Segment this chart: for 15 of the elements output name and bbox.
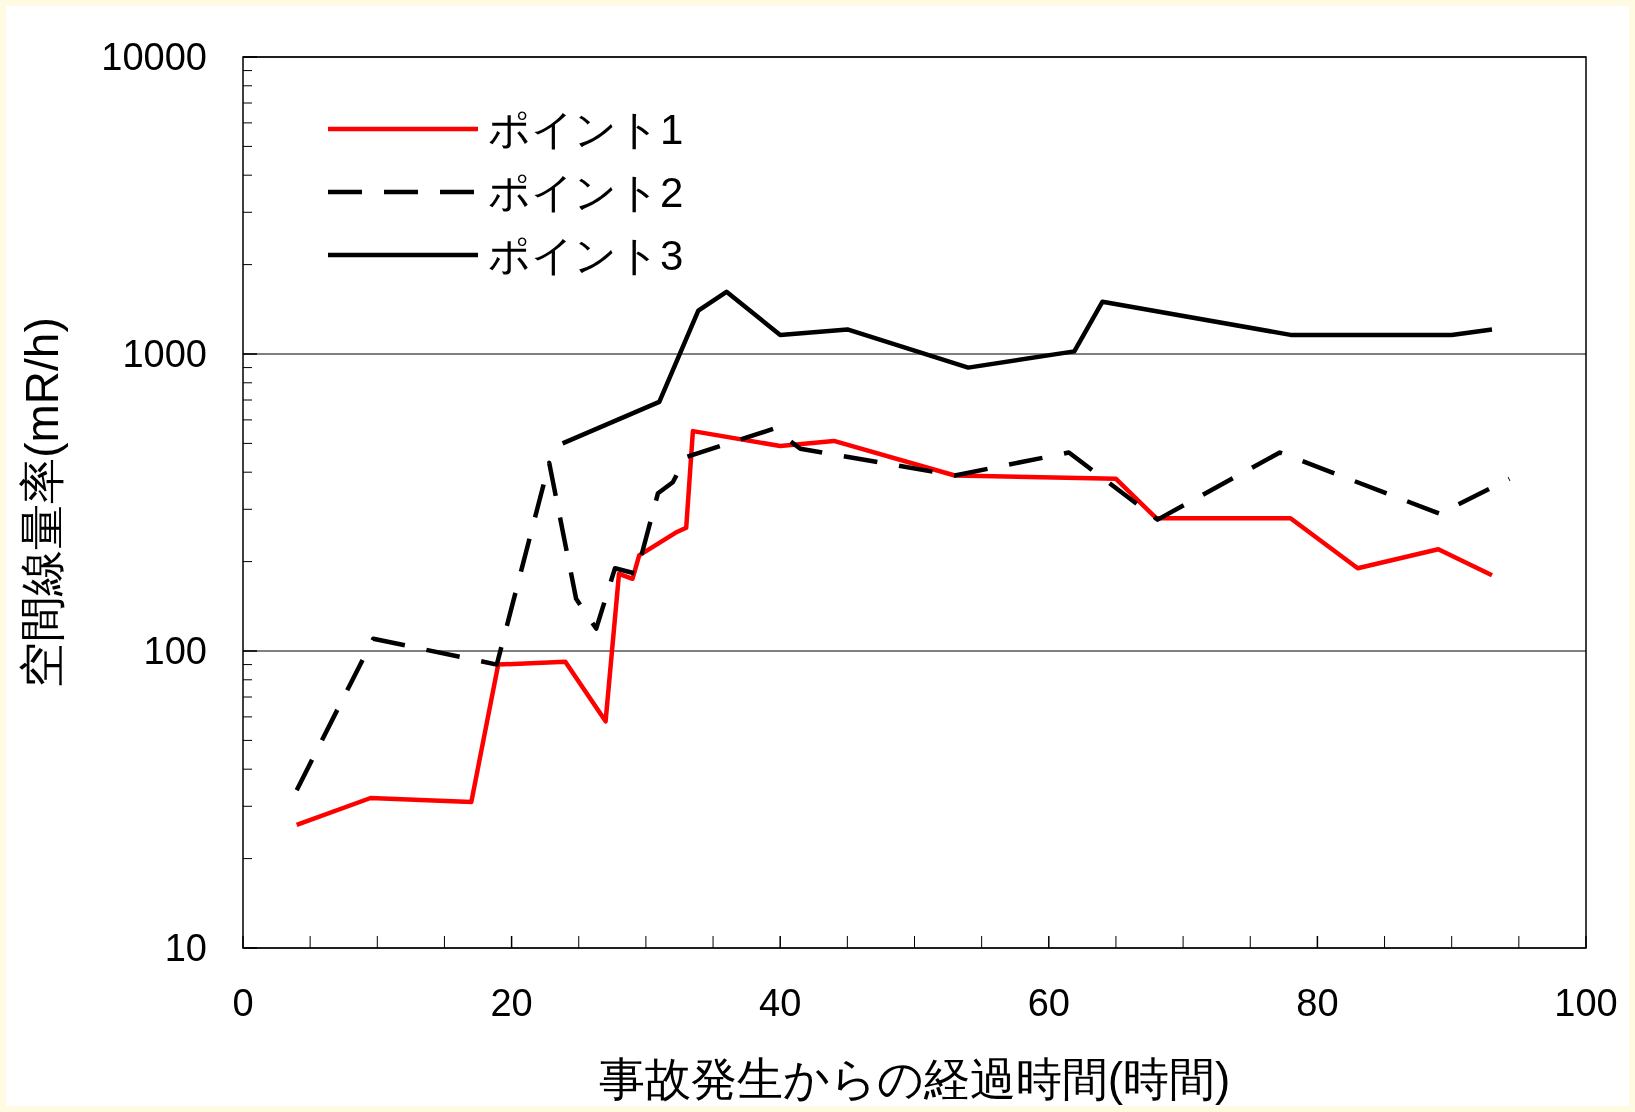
x-tick-label: 40 (759, 982, 802, 1024)
y-tick-label: 1000 (122, 333, 207, 375)
x-tick-label: 0 (232, 982, 254, 1024)
legend-label: ポイント3 (488, 232, 684, 279)
x-tick-label: 20 (490, 982, 533, 1024)
y-tick-label: 100 (143, 630, 207, 672)
legend-label: ポイント2 (488, 169, 684, 216)
y-tick-label: 10 (164, 927, 207, 969)
x-tick-label: 100 (1554, 982, 1618, 1024)
y-tick-label: 10000 (101, 36, 207, 78)
x-axis-title: 事故発生からの経過時間(時間) (598, 1053, 1231, 1105)
x-tick-label: 60 (1027, 982, 1070, 1024)
x-tick-label: 80 (1296, 982, 1339, 1024)
legend-label: ポイント1 (488, 106, 684, 153)
y-axis-title: 空間線量率(mR/h) (16, 317, 68, 688)
